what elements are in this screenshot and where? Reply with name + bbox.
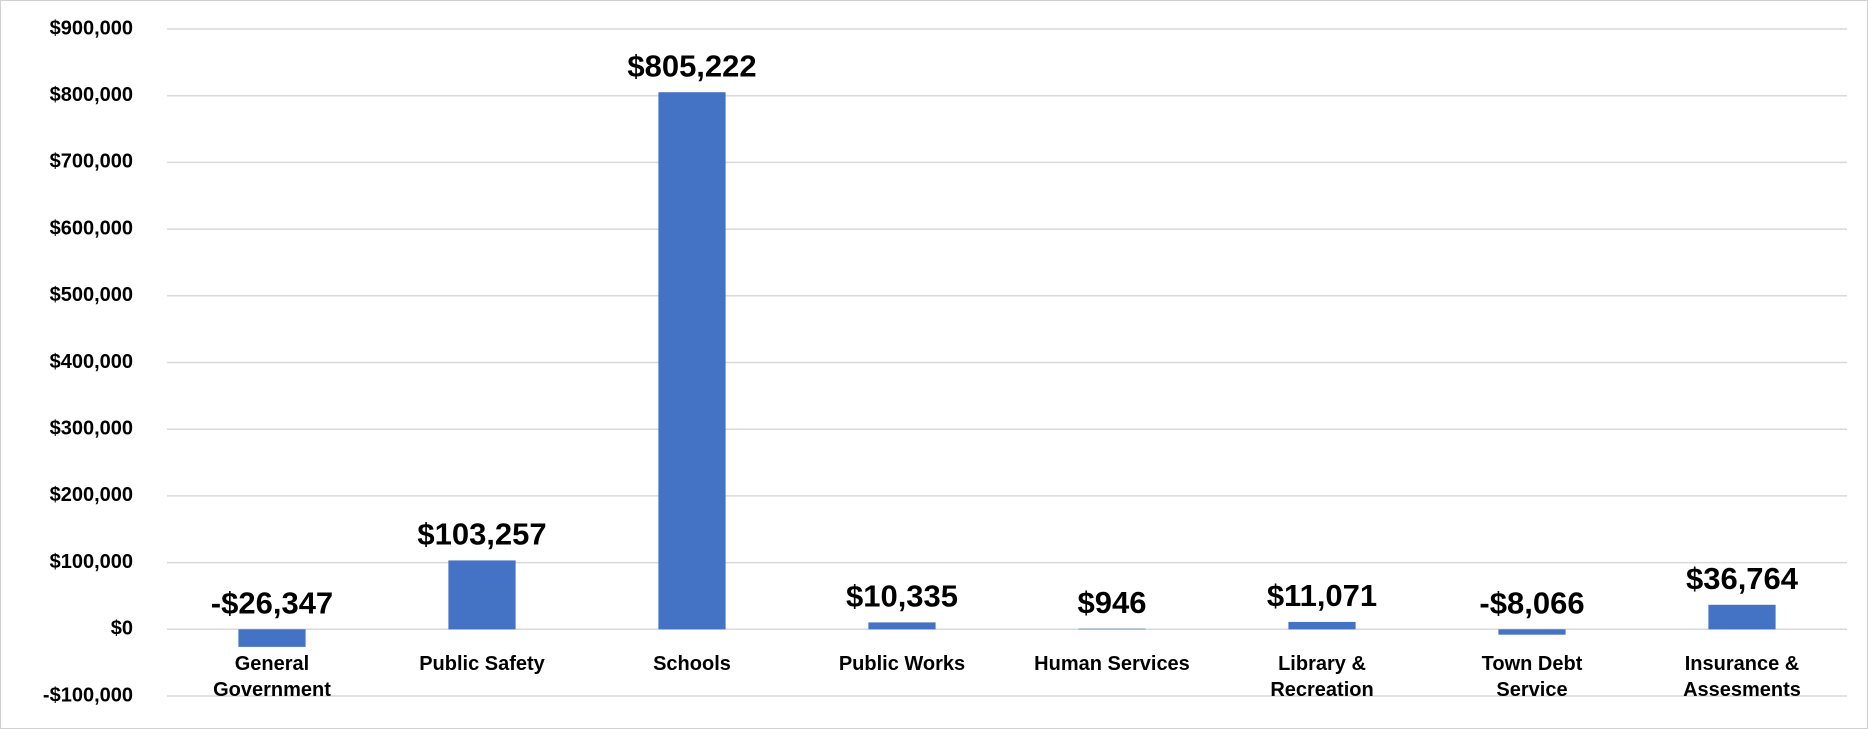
- data-label: $10,335: [846, 579, 958, 614]
- x-tick-label: Insurance & Assesments: [1683, 653, 1801, 702]
- y-tick-label: $0: [111, 618, 133, 640]
- data-label: $805,222: [627, 48, 756, 83]
- data-label: $103,257: [417, 517, 546, 552]
- bar: [1498, 629, 1566, 635]
- bar: [238, 629, 306, 647]
- bar: [1078, 628, 1146, 630]
- x-tick-label: Human Services: [1034, 653, 1190, 676]
- x-tick-label: General Government: [213, 653, 331, 702]
- data-label: -$26,347: [211, 585, 333, 620]
- data-label: -$8,066: [1479, 585, 1584, 620]
- y-tick-label: $300,000: [50, 417, 133, 439]
- y-tick-label: -$100,000: [43, 684, 133, 706]
- x-tick-label: Schools: [653, 653, 731, 676]
- y-tick-label: $500,000: [50, 284, 133, 306]
- y-tick-label: $900,000: [50, 17, 133, 39]
- data-label: $36,764: [1686, 561, 1799, 596]
- y-tick-label: $700,000: [50, 151, 133, 173]
- y-tick-label: $100,000: [50, 551, 133, 573]
- bar: [1708, 604, 1776, 630]
- x-tick-label: Public Works: [838, 653, 966, 676]
- x-tick-label: Public Safety: [419, 653, 545, 676]
- x-tick-label: Town Debt Service: [1481, 653, 1583, 702]
- bar: [868, 622, 936, 630]
- data-label: $11,071: [1267, 578, 1377, 613]
- y-tick-label: $200,000: [50, 484, 133, 506]
- bar: [448, 560, 516, 630]
- y-tick-label: $600,000: [50, 217, 133, 239]
- x-tick-label: Library & Recreation: [1270, 653, 1374, 702]
- bar: [658, 92, 726, 630]
- y-tick-label: $800,000: [50, 84, 133, 106]
- y-tick-label: $400,000: [50, 351, 133, 373]
- bar: [1288, 621, 1356, 630]
- data-label: $946: [1078, 585, 1147, 620]
